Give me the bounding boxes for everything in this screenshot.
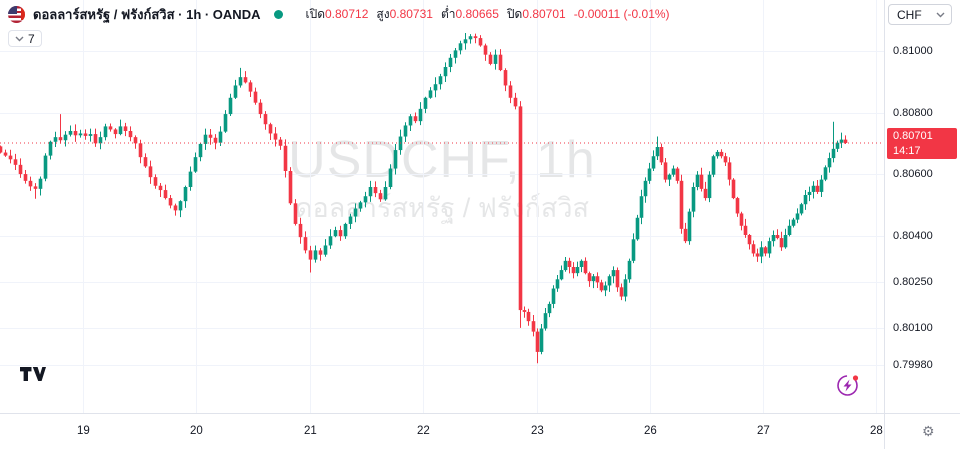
open-value: 0.80712 — [325, 7, 369, 21]
high-label: สูง — [376, 6, 390, 21]
currency-selector[interactable]: CHF — [888, 4, 952, 25]
chevron-down-icon — [936, 12, 945, 17]
us-chf-flag-icon — [8, 5, 25, 23]
change-value: -0.00011 (-0.01%) — [573, 7, 670, 21]
close-value: 0.80701 — [522, 7, 566, 21]
bar-countdown: 14:17 — [893, 144, 921, 157]
time-axis-label: 26 — [644, 425, 657, 437]
time-axis-label: 19 — [77, 425, 90, 437]
time-axis-label: 20 — [190, 425, 203, 437]
us-flag-canton — [8, 5, 18, 14]
time-axis-label: 23 — [531, 425, 544, 437]
axis-corner-divider — [884, 414, 885, 449]
high-value: 0.80731 — [389, 7, 433, 21]
ohlc-values: เปิด 0.80712 สูง 0.80731 ต่ำ 0.80665 ปิด 0.8… — [305, 5, 669, 24]
time-axis-label: 21 — [304, 425, 317, 437]
chart-pane[interactable]: USDCHF, 1h ดอลลาร์สหรัฐ / ฟรังก์สวิส — [0, 0, 884, 413]
candlestick-chart[interactable] — [0, 0, 884, 413]
market-open-dot-icon[interactable] — [274, 9, 284, 19]
swiss-flag-sliver — [20, 8, 25, 20]
price-axis-label: 0.80250 — [893, 275, 933, 288]
price-axis-label: 0.81000 — [893, 45, 933, 57]
price-axis-label: 0.80100 — [893, 321, 933, 334]
price-axis-label: 0.80600 — [893, 168, 933, 181]
hidden-indicators-count: 7 — [28, 31, 35, 46]
open-label: เปิด — [305, 6, 325, 21]
price-axis-label: 0.79980 — [893, 358, 933, 371]
currency-label: CHF — [897, 7, 922, 22]
gear-icon[interactable]: ⚙ — [922, 423, 935, 439]
symbol-title[interactable]: ดอลลาร์สหรัฐ / ฟรังก์สวิส · 1h · OANDA — [33, 6, 261, 22]
low-value: 0.80665 — [455, 7, 499, 21]
time-axis-label: 27 — [757, 425, 770, 437]
legend-symbol-row[interactable]: ดอลลาร์สหรัฐ / ฟรังก์สวิส · 1h · OANDA เ… — [8, 4, 670, 24]
chart-legend: ดอลลาร์สหรัฐ / ฟรังก์สวิส · 1h · OANDA เ… — [8, 4, 670, 47]
price-axis-label: 0.80800 — [893, 106, 933, 119]
lightning-icon[interactable] — [834, 371, 862, 399]
chevron-down-icon — [15, 36, 24, 41]
close-label: ปิด — [506, 6, 523, 21]
time-axis[interactable]: 19 20 21 22 23 26 27 28 ⚙ — [0, 413, 960, 449]
low-label: ต่ำ — [440, 6, 456, 21]
price-axis-label: 0.80400 — [893, 229, 933, 242]
price-axis[interactable]: 0.81000 0.80800 0.80600 0.80400 0.80250 0.801… — [884, 0, 960, 413]
last-price-badge: 0.80701 14:17 — [887, 127, 957, 159]
last-price-value: 0.80701 — [893, 129, 933, 142]
time-axis-label: 22 — [417, 425, 430, 437]
hidden-indicators-button[interactable]: 7 — [8, 30, 42, 47]
time-axis-label: 28 — [870, 425, 883, 437]
tradingview-logo-icon[interactable] — [20, 367, 46, 387]
